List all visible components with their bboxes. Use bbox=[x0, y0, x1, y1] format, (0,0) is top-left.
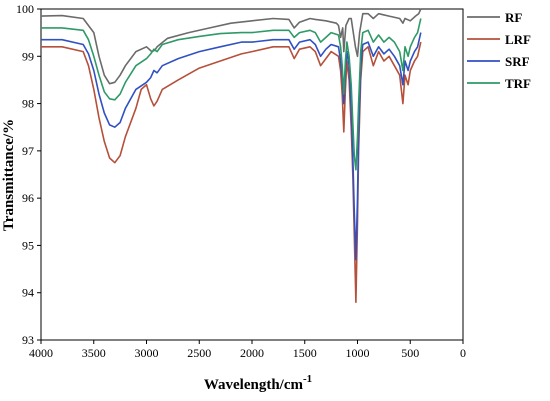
legend-label-rf: RF bbox=[505, 10, 522, 25]
legend-label-lrf: LRF bbox=[505, 32, 531, 47]
x-tick-label: 500 bbox=[401, 346, 419, 360]
x-tick-label: 2000 bbox=[240, 346, 264, 360]
y-tick-label: 99 bbox=[22, 49, 34, 63]
plot-frame bbox=[40, 8, 464, 341]
y-tick-label: 98 bbox=[22, 97, 34, 111]
y-tick-label: 97 bbox=[22, 144, 34, 158]
series-line-rf bbox=[40, 8, 422, 85]
y-tick-label: 95 bbox=[22, 238, 34, 252]
x-tick-label: 1500 bbox=[293, 346, 317, 360]
legend: RF LRF SRF TRF bbox=[467, 10, 531, 91]
y-tick-label: 96 bbox=[22, 191, 34, 205]
legend-label-srf: SRF bbox=[505, 54, 530, 69]
x-tick-label: 1000 bbox=[346, 346, 370, 360]
x-tick-label: 2500 bbox=[187, 346, 211, 360]
y-axis-title: Transmittance/% bbox=[1, 119, 17, 231]
y-tick-label: 94 bbox=[22, 286, 34, 300]
plot-area bbox=[40, 8, 464, 341]
x-axis-title-superscript: -1 bbox=[303, 373, 312, 385]
y-axis-ticks: 93 94 95 96 97 98 99 100 bbox=[16, 2, 41, 347]
x-tick-label: 4000 bbox=[29, 346, 53, 360]
x-axis-title-text: Wavelength/cm bbox=[204, 377, 304, 393]
y-tick-label: 93 bbox=[22, 333, 34, 347]
x-tick-label: 0 bbox=[460, 346, 466, 360]
x-tick-label: 3000 bbox=[135, 346, 159, 360]
y-tick-label: 100 bbox=[16, 2, 34, 16]
series-layer bbox=[40, 8, 422, 303]
legend-label-trf: TRF bbox=[505, 76, 531, 91]
x-axis-title: Wavelength/cm-1 bbox=[204, 373, 312, 393]
x-axis-ticks: 4000 3500 3000 2500 2000 1500 1000 500 0 bbox=[29, 340, 466, 360]
series-line-trf bbox=[41, 18, 422, 171]
series-line-srf bbox=[41, 32, 422, 261]
x-tick-label: 3500 bbox=[82, 346, 106, 360]
series-line-lrf bbox=[41, 41, 422, 303]
